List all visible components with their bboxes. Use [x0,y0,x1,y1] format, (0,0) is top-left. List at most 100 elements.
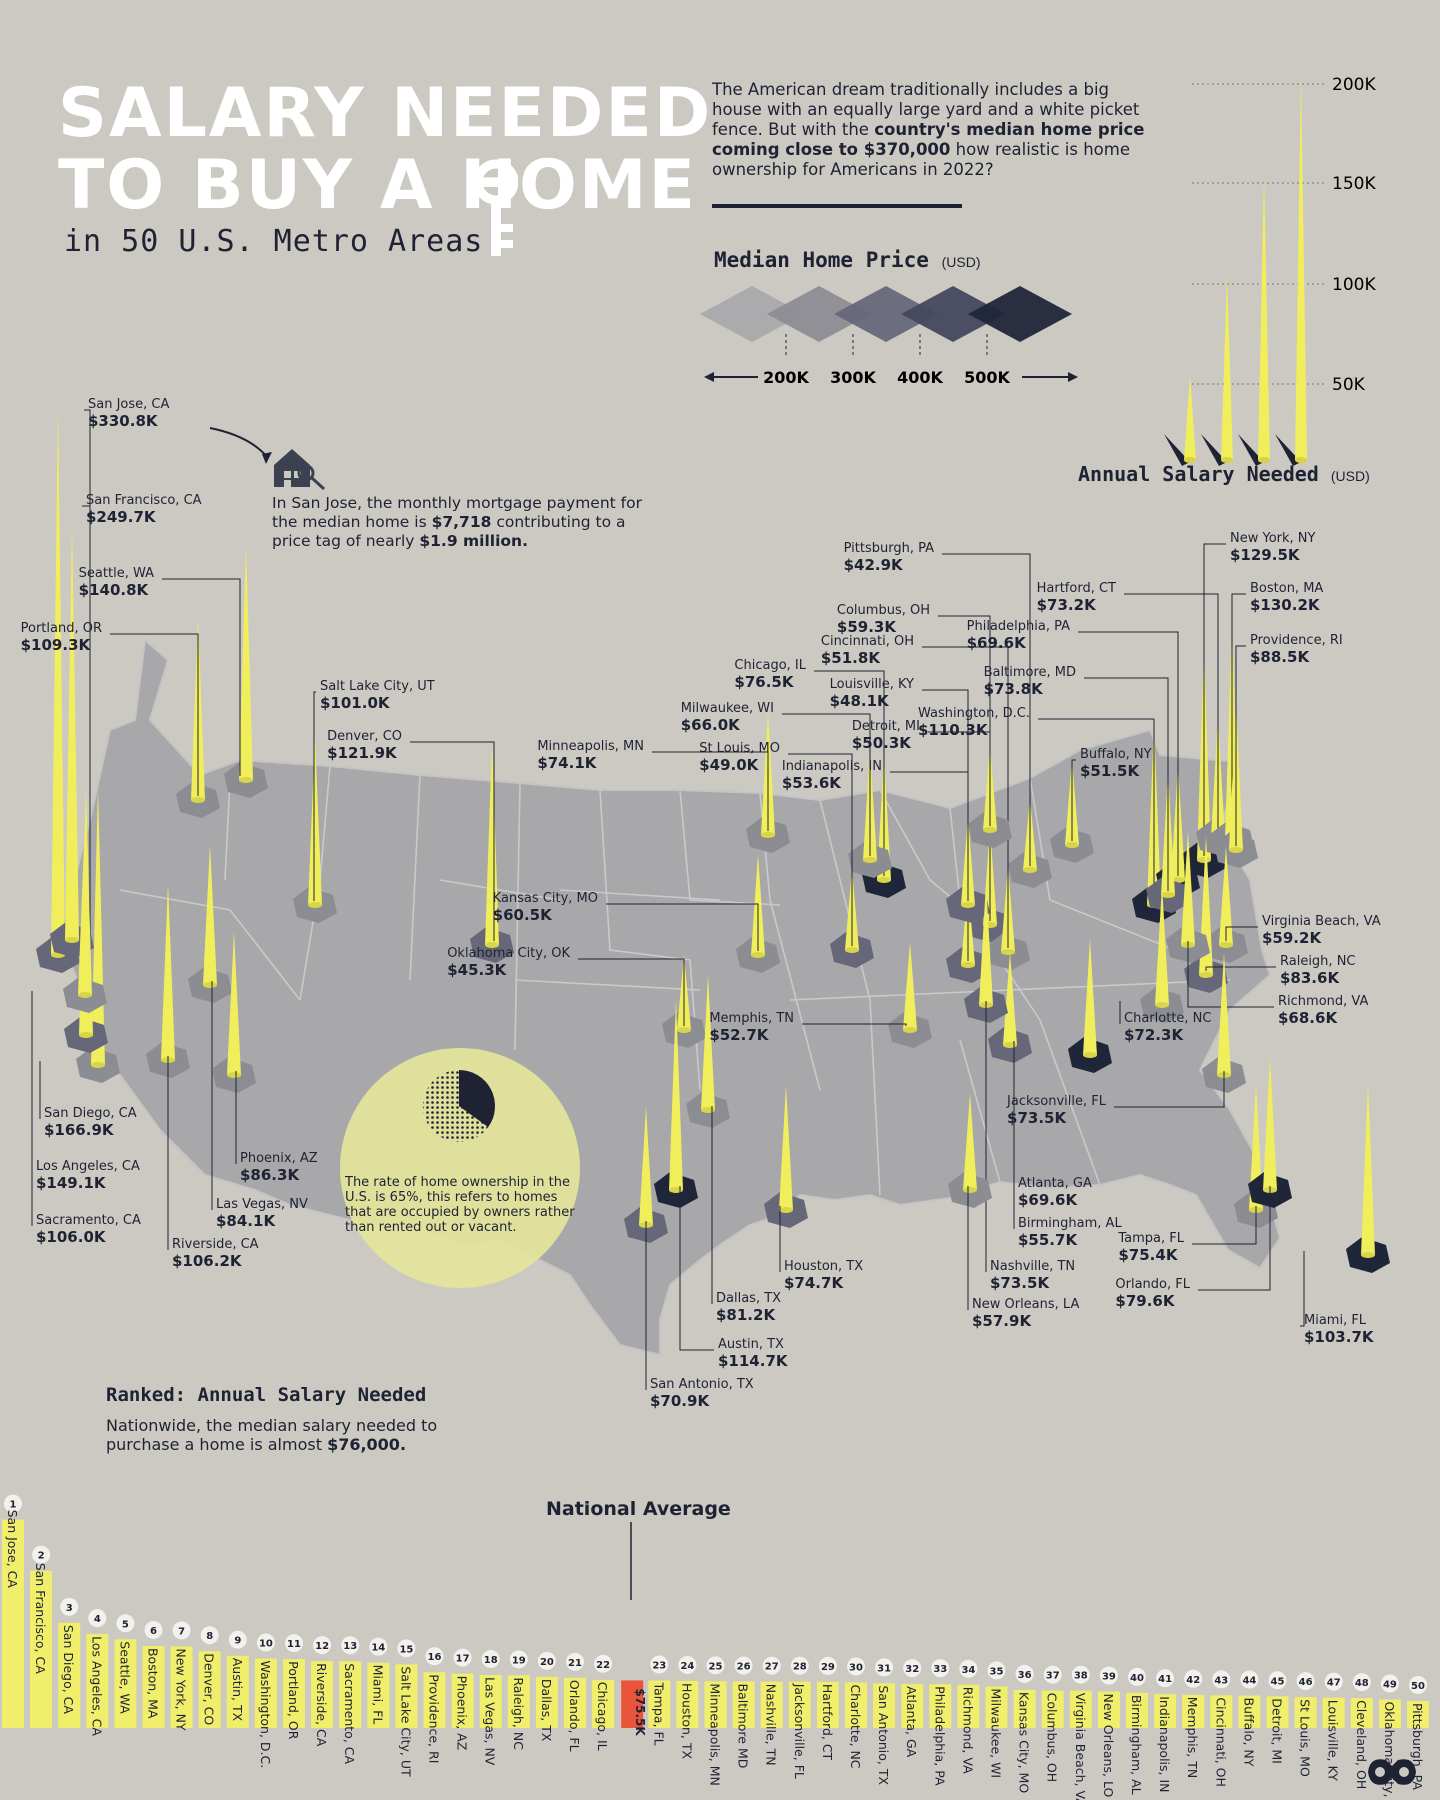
city-value: $81.2K [716,1306,776,1324]
city-value: $101.0K [320,694,390,712]
rank-badge [1156,1669,1175,1688]
rank-badge [88,1609,107,1628]
city-name: Baltimore, MD [983,665,1076,680]
ranked-label-las-vegas-nv: Las Vegas, NV [483,1677,498,1766]
ranked-bar-virginia-beach-va [1069,1690,1092,1728]
city-name: Salt Lake City, UT [320,679,435,694]
scale-tick-100k: 100K [1332,275,1376,295]
city-name: Philadelphia, PA [966,619,1070,634]
city-value: $149.1K [36,1174,106,1192]
rank-number: 11 [287,1639,301,1650]
city-value: $69.6K [1018,1191,1078,1209]
ranked-bar-austin-tx [226,1655,249,1728]
city-name: New York, NY [1230,531,1316,546]
rank-number: 22 [596,1660,610,1671]
scale-spike-2 [1221,276,1233,460]
city-name: Chicago, IL [734,658,806,673]
ranked-bar-san-francisco-ca [30,1570,53,1728]
city-value: $42.9K [843,556,903,574]
city-value: $59.2K [1262,929,1322,947]
rank-number: 7 [178,1626,185,1637]
scale-spike-3 [1258,176,1270,460]
spike-base-houston-tx [779,1207,793,1213]
national-average-value: $75.5K [633,1688,647,1736]
city-label-miami-fl: Miami, FL $103.7K [1304,1312,1374,1346]
city-label-nashville-tn: Nashville, TN $73.5K [990,1258,1075,1292]
rank-badge [200,1626,219,1645]
city-label-tampa-fl: Tampa, FL $75.4K [1118,1230,1184,1264]
city-value: $129.5K [1230,546,1300,564]
rank-number: 42 [1186,1675,1200,1686]
city-name: Birmingham, AL [1018,1216,1122,1231]
ranked-label-columbus-oh: Columbus, OH [1045,1693,1060,1783]
ranked-label-cleveland-oh: Cleveland, OH [1354,1700,1369,1789]
city-name: Sacramento, CA [36,1213,141,1228]
note-bold-b: $1.9 million. [419,532,528,550]
city-label-phoenix-az: Phoenix, AZ $86.3K [240,1150,318,1184]
ranked-label-virginia-beach-va: Virginia Beach, VA [1073,1693,1088,1800]
leader-raleigh-nc [1205,966,1276,971]
leader-memphis-tn [802,1023,907,1026]
rank-badge [903,1659,922,1678]
city-value: $121.9K [327,744,397,762]
leader-milwaukee-wi [782,713,871,856]
city-value: $88.5K [1250,648,1310,666]
spike-base-salt-lake-city-ut [308,902,322,908]
leader-austin-tx [679,1186,714,1351]
ranked-label-louisville-ky: Louisville, KY [1326,1700,1341,1782]
spike-base-pittsburgh-pa [1023,867,1037,873]
city-label-riverside-ca: Riverside, CA $106.2K [172,1236,259,1270]
rank-number: 49 [1383,1679,1397,1690]
ranked-label-indianapolis-in: Indianapolis, IN [1157,1696,1172,1792]
rank-number: 31 [877,1663,891,1674]
leader-detroit-mi [928,731,991,826]
spike-base-st-louis-mo [845,947,859,953]
spike-phoenix-az [227,931,241,1075]
city-label-oklahoma-city-ok: Oklahoma City, OK $45.3K [447,945,570,979]
city-label-washington-d-c: Washington, D.C. $110.3K [918,705,1030,739]
rank-badge [172,1621,191,1640]
spike-richmond-va [1181,830,1195,945]
city-value: $50.3K [851,734,911,752]
ranked-bar-charlotte-nc [845,1682,867,1728]
spike-miami-fl [1361,1082,1375,1255]
city-label-austin-tx: Austin, TX $114.7K [718,1336,788,1370]
leader-providence-ri [1235,645,1246,846]
spike-base-baltimore-md [1161,892,1175,898]
spike-base-virginia-beach-va [1219,942,1233,948]
city-name: Los Angeles, CA [36,1159,140,1174]
scale-tick-50k: 50K [1332,375,1366,395]
city-name: Boston, MA [1250,581,1324,596]
city-value: $45.3K [447,961,507,979]
ranked-label-st-louis-mo: St Louis, MO [1298,1699,1313,1777]
city-name: San Francisco, CA [86,493,202,508]
note-text-a: In San Jose, the monthly mortgage paymen… [272,494,642,531]
city-name: Minneapolis, MN [537,739,644,754]
city-value: $73.5K [1007,1109,1067,1127]
city-name: Miami, FL [1304,1313,1367,1328]
city-name: Portland, OR [20,621,102,636]
legend-title: Median Home Price (USD) [714,248,980,272]
rank-number: 20 [540,1657,554,1668]
rank-number: 13 [343,1641,357,1652]
spike-denver-co [485,742,499,945]
city-label-detroit-mi: Detroit, MI $50.3K [852,718,920,752]
ranked-bar-buffalo-ny [1238,1695,1261,1728]
city-label-sacramento-ca: Sacramento, CA $106.0K [36,1212,141,1246]
city-name: Nashville, TN [990,1259,1076,1274]
city-name: Hartford, CT [1036,581,1116,596]
city-label-boston-ma: Boston, MA $130.2K [1250,580,1323,614]
leader-hartford-ct [1124,593,1219,834]
ranked-bar-richmond-va [957,1684,980,1728]
spike-san-francisco-ca [65,524,79,940]
rank-number: 50 [1411,1681,1425,1692]
rank-badge [818,1656,837,1675]
spike-base-phoenix-az [227,1072,241,1078]
spike-base-memphis-tn [903,1027,917,1033]
rank-badge [1380,1674,1399,1693]
spike-nashville-tn [979,882,993,1005]
ranked-label-dallas-tx: Dallas, TX [539,1679,554,1742]
city-name: Cincinnati, OH [820,634,914,649]
scale-spike-base-2 [1221,457,1233,463]
rank-badge [116,1614,135,1633]
